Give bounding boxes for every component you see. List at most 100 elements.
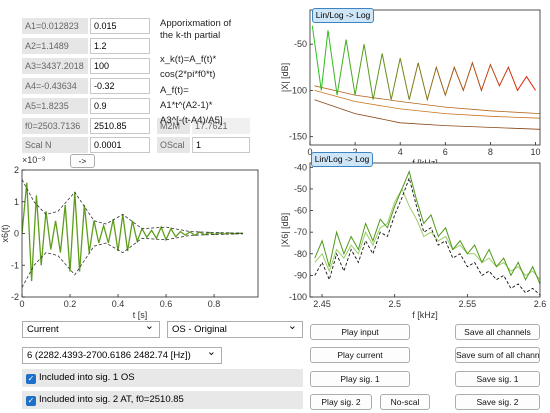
button[interactable]: Play current	[310, 347, 410, 363]
x-tick-label: 4	[398, 147, 403, 157]
series-line	[22, 182, 243, 282]
param-label: A4=-0.43634	[22, 78, 88, 94]
param-label: A3=3437.2018	[22, 58, 88, 74]
param-label: A5=1.8235	[22, 98, 88, 114]
y-tick-label: -100	[289, 292, 307, 302]
x-tick-label: 2.45	[313, 299, 331, 309]
check-row[interactable]: ✓ Included into sig. 2 AT, f0=2510.85	[22, 391, 303, 409]
y-axis-label: |X| [dB]	[280, 63, 290, 92]
y-tick-label: -1	[11, 260, 19, 270]
oscal-label: OScal	[157, 137, 190, 153]
x-tick-label: 0.4	[112, 299, 125, 309]
x-tick-label: 0.8	[208, 299, 221, 309]
series-line	[314, 170, 540, 285]
x-tick-label: 2.55	[459, 299, 477, 309]
x-axis-label: t [s]	[133, 310, 148, 320]
series-line	[22, 179, 243, 234]
param-input[interactable]: -0.32	[90, 78, 150, 94]
formula: A3^[-(t-A4)/A5]	[160, 115, 223, 126]
check-label: Included into sig. 2 AT, f0=2510.85	[39, 394, 184, 405]
button[interactable]: Play input	[310, 324, 410, 340]
scal-input[interactable]: 0.0001	[90, 137, 150, 153]
y-tick-label: -100	[289, 85, 307, 95]
series-line	[314, 99, 540, 130]
m2m-value: 17.7621	[192, 118, 250, 134]
param-input[interactable]: 2510.85	[90, 118, 150, 134]
x-tick-label: 0	[19, 299, 24, 309]
check-label: Included into sig. 1 OS	[39, 372, 135, 383]
param-input[interactable]: 0.015	[90, 18, 150, 34]
y-axis-label: x6(t)	[0, 224, 10, 242]
param-input[interactable]: 0.9	[90, 98, 150, 114]
checkbox[interactable]: ✓	[26, 396, 36, 406]
x-tick-label: 0.6	[160, 299, 173, 309]
scale-toggle[interactable]: Lin/Log -> Log	[312, 8, 374, 23]
param-label: f0=2503.7136	[22, 118, 88, 134]
y-tick-label: -50	[294, 39, 307, 49]
plot-area	[310, 10, 540, 145]
scale-toggle[interactable]: Lin/Log -> Log	[311, 152, 373, 167]
y-tick-label: -50	[294, 184, 307, 194]
plot-area	[310, 163, 540, 297]
x-tick-label: 6	[443, 147, 448, 157]
series-line	[314, 90, 540, 119]
button[interactable]: Play sig. 1	[310, 371, 410, 387]
button[interactable]: Save sig. 1	[455, 371, 540, 387]
x-tick-label: 8	[488, 147, 493, 157]
y-tick-label: -70	[294, 227, 307, 237]
apply-button[interactable]: ->	[70, 154, 95, 168]
x-tick-label: 2.6	[534, 299, 547, 309]
series-line	[314, 187, 540, 281]
button[interactable]: Save sig. 2	[455, 394, 540, 410]
series-group	[22, 179, 243, 288]
y-tick-label: 1	[14, 197, 19, 207]
y-tick-label: -150	[289, 132, 307, 142]
axes-frame	[309, 162, 541, 298]
button[interactable]: Play sig. 2	[310, 394, 372, 410]
scal-label: Scal N	[22, 137, 88, 153]
axes-frame	[309, 9, 541, 146]
y-tick-label: -90	[294, 270, 307, 280]
x-tick-label: 10	[530, 147, 540, 157]
button[interactable]: Save all channels	[455, 324, 540, 340]
y-multiplier: ×10⁻³	[22, 155, 46, 165]
formula: A1*t^(A2-1)*	[160, 100, 213, 111]
param-input[interactable]: 100	[90, 58, 150, 74]
param-input[interactable]: 1.2	[90, 38, 150, 54]
formula: x_k(t)=A_f(t)*	[160, 54, 217, 65]
button[interactable]: Save sum of all chann...	[455, 347, 540, 363]
y-tick-label: -2	[11, 292, 19, 302]
y-tick-label: 2	[14, 165, 19, 175]
oscal-input[interactable]: 1	[192, 137, 250, 153]
series-line	[314, 85, 540, 114]
series-group	[311, 25, 540, 130]
param-label: A1=0.012823	[22, 18, 88, 34]
y-tick-label: -60	[294, 206, 307, 216]
formula: cos(2*pi*f0*t)	[160, 69, 216, 80]
y-tick-label: 0	[14, 229, 19, 239]
x-tick-label: 0	[307, 147, 312, 157]
y-axis-label: |X6| [dB]	[280, 213, 290, 247]
check-row[interactable]: ✓ Included into sig. 1 OS	[22, 369, 303, 387]
description: Apporixmation of	[160, 18, 232, 29]
y-tick-label: -80	[294, 249, 307, 259]
formula: A_f(t)=	[160, 85, 189, 96]
mode-select[interactable]: Current	[22, 321, 160, 338]
m2m-label: M2M	[157, 118, 190, 134]
series-line	[311, 25, 536, 102]
description: the k-th partial	[160, 30, 221, 41]
button[interactable]: No-scal	[380, 394, 430, 410]
x-tick-label: 2.5	[388, 299, 401, 309]
y-tick-label: -40	[294, 162, 307, 172]
checkbox[interactable]: ✓	[26, 374, 36, 384]
series-line	[22, 233, 243, 288]
series-line	[314, 176, 540, 296]
param-label: A2=1.1489	[22, 38, 88, 54]
x-axis-label: f [kHz]	[412, 310, 438, 320]
series-group	[314, 170, 540, 296]
source-select[interactable]: OS - Original	[167, 321, 303, 338]
partial-select[interactable]: 6 (2282.4393-2700.6186 2482.74 [Hz])	[22, 347, 222, 364]
x-tick-label: 0.2	[64, 299, 77, 309]
